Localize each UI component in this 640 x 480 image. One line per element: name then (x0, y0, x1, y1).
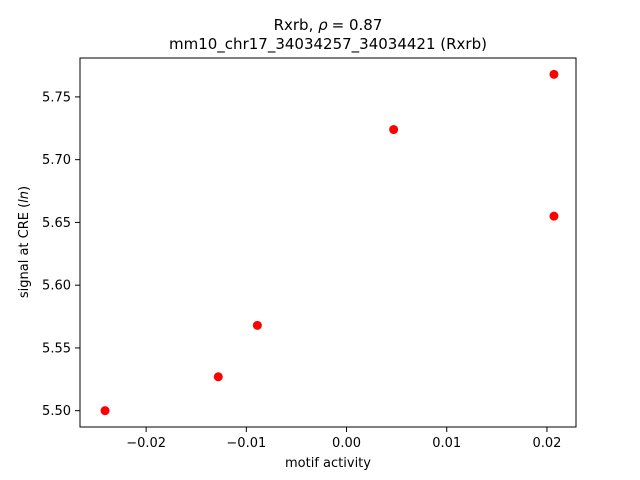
y-axis-label: signal at CRE (ln) (17, 186, 32, 298)
data-point (389, 125, 399, 135)
y-tick-label: 5.50 (42, 404, 71, 419)
title-rho-symbol: ρ (318, 16, 328, 34)
data-point (549, 211, 559, 221)
x-tick-label: 0.02 (532, 436, 561, 451)
x-tick-label: 0.01 (432, 436, 461, 451)
x-tick-label: 0.00 (332, 436, 361, 451)
y-axis-label-italic: ln (17, 191, 32, 203)
y-tick-label: 5.75 (42, 90, 71, 105)
y-tick-label: 5.55 (42, 341, 71, 356)
chart-title-line2: mm10_chr17_34034257_34034421 (Rxrb) (169, 35, 487, 54)
y-axis-label-suffix: ) (17, 186, 32, 191)
y-tick-label: 5.70 (42, 153, 71, 168)
y-tick-label: 5.65 (42, 216, 71, 231)
data-point (549, 69, 559, 79)
title-rho-value: = 0.87 (332, 16, 383, 34)
x-tick-label: −0.01 (226, 436, 266, 451)
axes-frame (79, 57, 577, 428)
title-gene: Rxrb (274, 16, 309, 34)
x-axis-label: motif activity (285, 456, 371, 471)
data-point (100, 406, 110, 416)
plot-area: −0.02 −0.01 0.00 0.01 0.02 5.50 5.55 5.60 5.65 5.… (42, 57, 577, 451)
data-point (213, 372, 223, 382)
y-axis-label-prefix: signal at CRE ( (17, 203, 32, 298)
data-point (252, 320, 262, 330)
chart-title-line1: Rxrb, ρ = 0.87 (274, 16, 383, 34)
y-tick-label: 5.60 (42, 279, 71, 294)
x-tick-label: −0.02 (126, 436, 166, 451)
